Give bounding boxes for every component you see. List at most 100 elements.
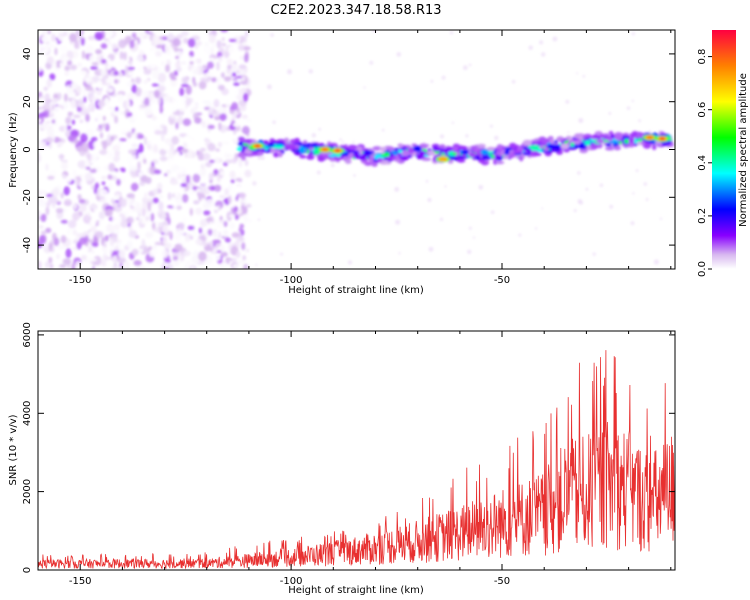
noise-blob xyxy=(126,112,133,117)
noise-blob xyxy=(101,181,106,186)
noise-blob xyxy=(228,214,237,218)
noise-blob xyxy=(122,198,127,202)
noise-blob xyxy=(59,153,64,161)
noise-dot xyxy=(653,259,659,265)
noise-blob xyxy=(232,263,239,269)
noise-dot xyxy=(565,99,570,104)
noise-dot xyxy=(369,60,374,65)
ridge-blob xyxy=(313,150,320,155)
noise-blob xyxy=(216,40,222,49)
noise-blob xyxy=(80,37,85,46)
noise-blob xyxy=(148,30,158,33)
noise-blob xyxy=(121,111,125,115)
noise-blob xyxy=(91,62,99,66)
noise-blob xyxy=(241,199,249,204)
noise-dot xyxy=(396,52,402,57)
noise-blob xyxy=(172,198,176,208)
noise-dot xyxy=(428,246,434,252)
noise-blob xyxy=(160,212,167,219)
noise-blob xyxy=(196,58,202,64)
ridge-blob xyxy=(578,136,583,141)
noise-blob xyxy=(152,70,160,80)
noise-blob xyxy=(172,111,180,116)
noise-blob xyxy=(224,160,233,164)
ridge-blob xyxy=(480,149,489,155)
noise-blob xyxy=(123,51,127,61)
ridge-blob xyxy=(599,133,606,139)
noise-blob xyxy=(202,79,210,83)
y-tick-label: -20 xyxy=(22,189,33,205)
noise-blob xyxy=(231,102,239,111)
ridge-blob xyxy=(355,146,363,151)
noise-blob xyxy=(103,85,107,92)
noise-dot xyxy=(608,112,612,115)
noise-blob xyxy=(202,152,211,161)
noise-blob xyxy=(100,43,108,49)
noise-blob xyxy=(245,30,249,38)
ridge-blob xyxy=(481,155,492,160)
noise-blob xyxy=(60,161,69,171)
noise-blob xyxy=(164,138,173,144)
noise-blob xyxy=(213,109,216,114)
noise-blob xyxy=(96,55,101,66)
noise-blob xyxy=(241,242,246,251)
noise-blob xyxy=(204,183,212,187)
ridge-blob xyxy=(263,140,269,145)
noise-blob xyxy=(99,189,108,198)
noise-blob xyxy=(104,234,109,242)
noise-blob xyxy=(215,148,220,152)
noise-blob xyxy=(186,149,194,159)
ridge-blob xyxy=(468,152,477,158)
snr-series-line xyxy=(38,350,675,570)
noise-blob xyxy=(182,250,191,257)
noise-blob xyxy=(70,82,76,90)
noise-blob xyxy=(126,81,134,87)
noise-blob xyxy=(219,195,226,199)
y-tick-label: 40 xyxy=(22,48,33,61)
ridge-hotspot xyxy=(254,144,260,148)
noise-blob xyxy=(107,174,113,180)
noise-blob xyxy=(209,159,215,163)
noise-dot xyxy=(272,120,276,125)
noise-blob xyxy=(77,160,87,169)
noise-blob xyxy=(205,254,213,265)
noise-blob xyxy=(118,72,123,77)
noise-blob xyxy=(119,51,124,60)
noise-blob xyxy=(38,225,44,229)
noise-dot xyxy=(308,69,313,74)
noise-blob xyxy=(188,56,192,60)
noise-blob xyxy=(145,216,150,221)
ridge-blob xyxy=(596,142,603,149)
ridge-blob xyxy=(560,143,570,150)
ridge-blob xyxy=(609,140,619,144)
noise-blob xyxy=(233,35,241,45)
noise-blob xyxy=(203,45,212,55)
noise-blob xyxy=(195,207,203,215)
noise-blob xyxy=(119,138,127,142)
noise-blob xyxy=(89,168,97,173)
noise-blob xyxy=(38,139,44,149)
noise-blob xyxy=(221,37,225,42)
ridge-blob xyxy=(628,142,635,148)
ridge-blob xyxy=(636,141,642,146)
noise-blob xyxy=(77,194,82,200)
noise-blob xyxy=(113,224,120,231)
noise-blob xyxy=(144,192,148,202)
noise-blob xyxy=(106,223,114,233)
noise-blob xyxy=(65,175,72,183)
noise-blob xyxy=(101,175,107,180)
noise-dot xyxy=(311,133,316,138)
noise-blob xyxy=(114,246,120,251)
noise-blob xyxy=(146,112,154,116)
noise-blob xyxy=(38,260,42,269)
ridge-blob xyxy=(624,138,630,144)
noise-blob xyxy=(70,98,76,109)
noise-blob xyxy=(228,38,237,43)
noise-blob xyxy=(168,158,175,166)
noise-blob xyxy=(198,80,207,90)
noise-blob xyxy=(66,210,73,217)
noise-blob xyxy=(210,262,216,269)
noise-blob xyxy=(217,84,225,91)
ridge-blob xyxy=(605,142,610,147)
noise-blob xyxy=(225,257,231,262)
